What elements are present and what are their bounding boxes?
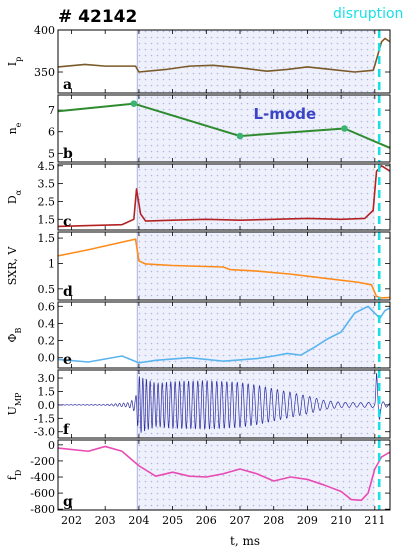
series-line (57, 445, 391, 502)
y-tick-label: 0.2 (38, 335, 56, 348)
y-tick-label: 0.5 (38, 283, 56, 296)
panel-frame (57, 29, 391, 94)
y-axis-label: UMP (6, 392, 23, 415)
panel-b: 5 6 7 b ne L-mode (6, 94, 391, 163)
data-point (341, 125, 348, 132)
x-tick-label: 204 (128, 514, 149, 527)
panel-frame (57, 369, 391, 439)
y-axis-label: SXR, V (6, 246, 19, 286)
y-tick-label: 5 (48, 147, 55, 160)
y-axis-label: fD (6, 470, 23, 481)
panel-frame (57, 301, 391, 369)
panel-letter: b (63, 146, 73, 162)
lmode-shading (137, 440, 375, 510)
panel-g: 0 -200 -400 -600 -800 g fD 202 203 204 205 206 207 20… (6, 439, 391, 527)
y-tick-label: 3.5 (38, 178, 56, 191)
y-tick-label: 1.5 (38, 385, 56, 398)
y-tick-label: 7 (48, 104, 55, 117)
y-tick-label: -600 (30, 487, 55, 500)
y-tick-label: 0.4 (38, 317, 56, 330)
y-tick-label: 3.0 (38, 372, 56, 385)
disruption-label: disruption (333, 6, 403, 22)
panel-a: 350 400 a Ip (6, 24, 391, 94)
y-tick-label: 350 (34, 66, 55, 79)
series-line (57, 305, 391, 364)
panel-f: -3.0-1.50.01.53.0 f UMP (6, 369, 391, 439)
y-tick-label: 0.0 (38, 352, 56, 365)
panel-frame (57, 231, 391, 301)
panel-frame (57, 439, 391, 511)
panel-c: 1.5 2.5 3.5 4.5 c Dα (6, 160, 391, 231)
series-line (57, 238, 391, 299)
panel-letter: c (63, 214, 72, 230)
y-axis-label: Dα (6, 189, 23, 204)
x-tick-label: 202 (61, 514, 82, 527)
x-tick-label: 205 (162, 514, 183, 527)
y-tick-label: 400 (34, 24, 55, 37)
y-tick-label: 1 (48, 257, 55, 270)
series-line (57, 164, 391, 228)
lmode-shading (137, 30, 375, 93)
series-line (57, 37, 391, 73)
panel-letter: a (63, 77, 72, 93)
x-tick-label: 209 (297, 514, 318, 527)
series-line (57, 373, 391, 433)
x-axis-label: t, ms (230, 534, 260, 548)
x-tick-label: 208 (263, 514, 284, 527)
y-tick-label: 0 (48, 439, 55, 452)
panels: 350 400 a Ip 5 6 7 b ne L-mode 1.5 2.5 3.5 4.5 c Dα 0.5 1… (6, 24, 391, 527)
data-point (130, 100, 138, 107)
y-tick-label: 2.5 (38, 195, 56, 208)
y-tick-label: 4.5 (38, 160, 56, 173)
x-tick-label: 210 (331, 514, 352, 527)
y-tick-label: -200 (30, 455, 55, 468)
panel-letter: g (63, 494, 73, 510)
panel-letter: e (63, 352, 72, 368)
shot-number: # 42142 (58, 7, 137, 27)
x-tick-label: 211 (364, 514, 385, 527)
panel-letter: d (63, 284, 73, 300)
lmode-label: L-mode (253, 105, 316, 123)
panel-letter: f (63, 422, 70, 438)
y-tick-label: 0.6 (38, 300, 56, 313)
x-tick-label: 206 (196, 514, 217, 527)
y-tick-label: -400 (30, 471, 55, 484)
y-axis-label: ne (6, 122, 23, 134)
panel-frame (57, 163, 391, 231)
x-tick-label: 207 (230, 514, 251, 527)
y-tick-label: 1.5 (38, 232, 56, 245)
y-tick-label: -3.0 (34, 426, 55, 439)
data-point (236, 132, 244, 140)
y-tick-label: 6 (48, 126, 55, 139)
y-axis-label: ΦB (6, 327, 23, 342)
y-tick-label: 0.0 (38, 399, 56, 412)
panel-d: 0.5 1 1.5 d SXR, V (6, 231, 391, 301)
panel-e: 0.0 0.2 0.4 0.6 e ΦB (6, 300, 391, 369)
y-tick-label: -1.5 (34, 412, 55, 425)
y-axis-label: Ip (6, 57, 23, 66)
x-tick-label: 203 (95, 514, 116, 527)
y-tick-label: 1.5 (38, 213, 56, 226)
y-tick-label: -800 (30, 503, 55, 516)
panel-frame (57, 94, 391, 163)
